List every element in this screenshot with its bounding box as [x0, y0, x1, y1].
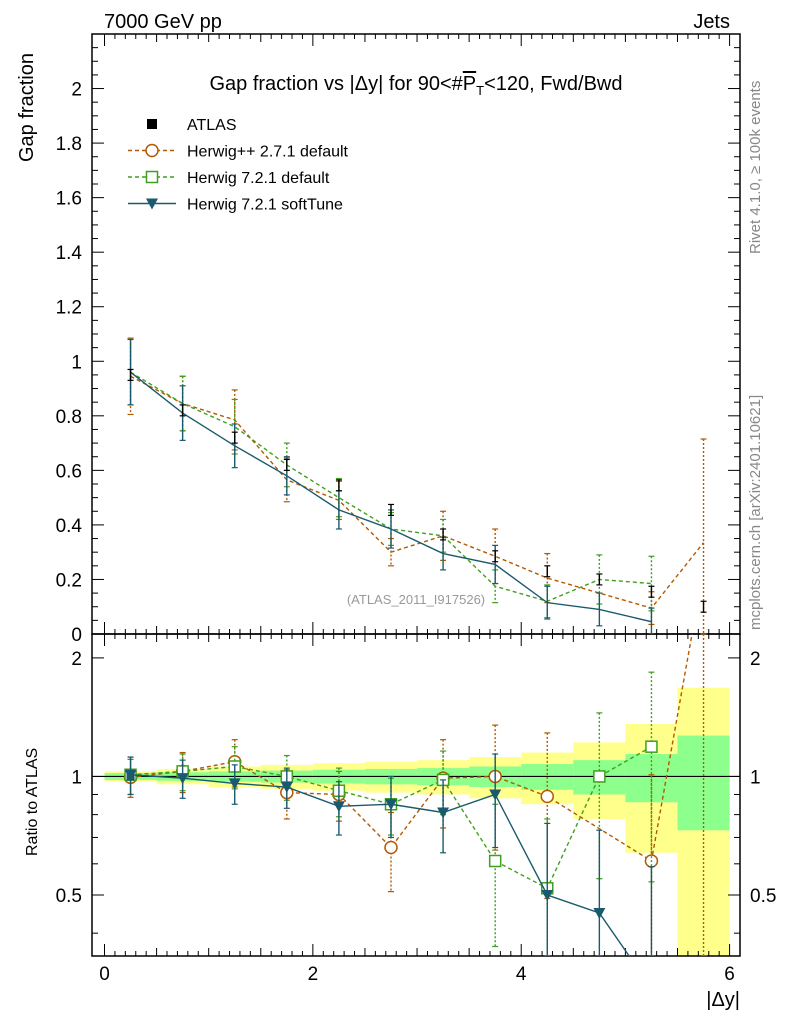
header-right: Jets	[693, 11, 730, 33]
y-tick-label: 1.8	[56, 134, 82, 155]
legend-item: Herwig 7.2.1 softTune	[128, 197, 343, 214]
legend-item: ATLAS	[147, 117, 237, 134]
herwig721-marker	[145, 170, 159, 184]
y-tick-label: 1	[71, 352, 82, 373]
series-atlas	[127, 368, 707, 613]
axis-ticks: 0 2 4 6 0 0.2 0.4 0.6 0.8 1 1.2 1.4 1.6 1.8 2 0.5 0.5 1 1 2…	[56, 33, 776, 985]
header-left: 7000 GeV pp	[104, 11, 222, 33]
y-tick-label: 1.6	[56, 189, 82, 210]
series-line	[130, 634, 693, 863]
herwigpp-marker	[540, 789, 555, 804]
analysis-id: (ATLAS_2011_I917526)	[347, 592, 485, 607]
y-tick-label: 2	[71, 80, 82, 101]
atlas-marker	[147, 119, 157, 129]
herwigpp-marker	[384, 840, 398, 855]
legend-label: Herwig 7.2.1 default	[187, 170, 330, 187]
y-axis-label: Gap fraction	[16, 53, 38, 162]
ratio-panel-series	[123, 634, 707, 956]
x-axis-label: |Δy|	[706, 989, 740, 1011]
series-line	[130, 371, 652, 623]
softtune-marker	[541, 889, 554, 901]
softtune-marker	[228, 778, 241, 790]
legend-label: Herwig 7.2.1 softTune	[187, 197, 343, 214]
ratio-y-tick-label: 1	[71, 767, 82, 788]
y-tick-label: 0.8	[56, 407, 82, 428]
softtune-marker	[489, 789, 502, 801]
series-line	[130, 375, 705, 609]
data-series	[123, 337, 707, 956]
softtune-marker	[280, 782, 293, 794]
series-line	[130, 746, 652, 890]
legend-label: ATLAS	[187, 117, 237, 134]
series-herwig-7-2-1-default	[127, 338, 655, 619]
softtune-marker	[332, 801, 345, 813]
softtune-marker	[384, 799, 397, 811]
y-tick-label: 0	[71, 625, 82, 646]
rivet-version: Rivet 4.1.0, ≥ 100k events	[747, 81, 764, 254]
series-herwig-2-7-1-default	[127, 337, 707, 634]
ratio-y-tick-label: 0.5	[750, 886, 776, 907]
x-tick-label: 6	[724, 964, 735, 985]
herwig721-marker	[593, 770, 606, 783]
ratio-y-tick-label: 2	[750, 649, 761, 670]
softtune-marker	[593, 908, 606, 920]
softtune-marker	[176, 773, 189, 785]
legend-item: Herwig 7.2.1 default	[128, 170, 330, 187]
softtune-marker	[146, 198, 158, 210]
herwigpp-marker	[145, 143, 159, 158]
ratio-y-tick-label: 2	[71, 649, 82, 670]
ratio-frame	[91, 633, 741, 957]
y-tick-label: 0.6	[56, 461, 82, 482]
ratio-uncertainty-bands	[92, 687, 740, 956]
ratio-y-tick-label: 0.5	[56, 886, 82, 907]
y-tick-label: 1.4	[56, 243, 83, 264]
y-tick-label: 0.2	[56, 570, 82, 591]
softtune-marker	[437, 807, 450, 819]
y-tick-label: 1.2	[56, 298, 82, 319]
mcplots-credit: mcplots.cern.ch [arXiv:2401.10621]	[747, 395, 764, 630]
ratio-y-axis-label: Ratio to ATLAS	[24, 748, 41, 856]
series-line	[130, 371, 652, 603]
legend-label: Herwig++ 2.7.1 default	[187, 144, 349, 161]
legend-item: Herwig++ 2.7.1 default	[128, 144, 349, 161]
series-herwig-7-2-1-softtune	[124, 753, 655, 956]
plot-title: Gap fraction vs |Δy| for 90<#PT<120, Fwd…	[209, 73, 622, 98]
herwig721-marker	[645, 740, 658, 753]
ratio-reference-marker	[126, 772, 135, 781]
ratio-y-tick-label: 1	[750, 767, 761, 788]
y-tick-label: 0.4	[56, 516, 83, 537]
herwig721-marker	[488, 854, 502, 868]
x-tick-label: 4	[516, 964, 527, 985]
legend: ATLAS Herwig++ 2.7.1 default Herwig 7.2.1 …	[128, 117, 349, 214]
x-tick-label: 2	[308, 964, 319, 985]
main-panel-series	[127, 337, 707, 634]
x-tick-label: 0	[99, 964, 110, 985]
